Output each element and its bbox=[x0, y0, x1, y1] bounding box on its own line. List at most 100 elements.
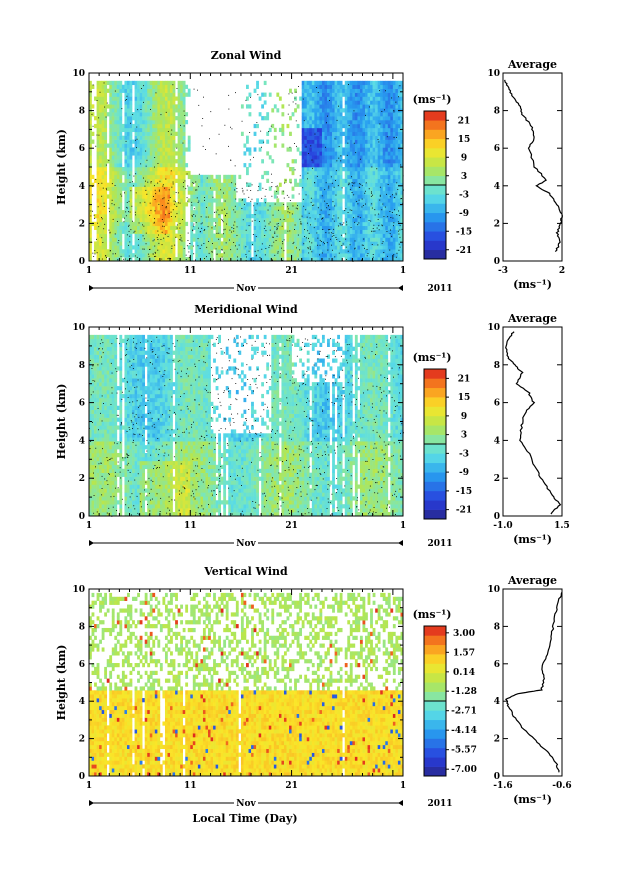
heatmap-cell bbox=[164, 217, 168, 223]
heatmap-cell bbox=[99, 167, 102, 172]
heatmap-cell bbox=[334, 80, 338, 86]
heatmap-cell bbox=[334, 127, 338, 133]
heatmap-cell bbox=[289, 249, 292, 254]
heatmap-cell bbox=[159, 194, 163, 199]
heatmap-cell bbox=[329, 237, 333, 242]
heatmap-cell bbox=[321, 182, 325, 187]
heatmap-cell bbox=[104, 143, 108, 148]
heatmap-cell bbox=[382, 210, 386, 215]
flag-dot bbox=[272, 214, 274, 216]
heatmap-cell bbox=[132, 245, 135, 250]
heatmap-cell bbox=[395, 257, 399, 262]
flag-dot bbox=[150, 209, 152, 211]
heatmap-cell bbox=[177, 182, 181, 187]
heatmap-cell bbox=[281, 190, 285, 195]
heatmap-cell bbox=[240, 210, 244, 215]
heatmap-cell bbox=[357, 155, 361, 160]
heatmap-cell bbox=[223, 194, 227, 199]
heatmap-cell bbox=[365, 237, 368, 242]
flag-dot bbox=[218, 214, 220, 216]
flag-dot bbox=[197, 89, 198, 91]
heatmap-cell bbox=[281, 217, 285, 223]
heatmap-cell bbox=[91, 84, 95, 89]
heatmap-cell bbox=[301, 182, 305, 187]
heatmap-cell bbox=[334, 194, 338, 199]
heatmap-cell bbox=[170, 241, 173, 246]
heatmap-cell bbox=[372, 143, 376, 148]
heatmap-cell bbox=[99, 120, 102, 125]
heatmap-cell bbox=[99, 155, 102, 160]
heatmap-cell bbox=[329, 131, 333, 136]
heatmap-cell bbox=[180, 123, 183, 129]
heatmap-cell bbox=[126, 253, 130, 258]
heatmap-cell bbox=[352, 167, 356, 172]
heatmap-cell bbox=[253, 229, 257, 234]
heatmap-cell bbox=[167, 167, 171, 172]
flag-dot bbox=[370, 220, 372, 222]
heatmap-cell bbox=[311, 80, 315, 86]
heatmap-cell bbox=[390, 147, 394, 152]
flag-dot bbox=[332, 233, 334, 234]
heatmap-cell bbox=[370, 120, 373, 125]
heatmap-cell bbox=[159, 100, 163, 105]
heatmap-cell bbox=[101, 159, 105, 164]
heatmap-cell bbox=[395, 112, 399, 117]
heatmap-cell bbox=[289, 253, 292, 258]
heatmap-cell bbox=[314, 241, 318, 246]
heatmap-cell bbox=[215, 206, 219, 211]
heatmap-cell bbox=[395, 80, 399, 86]
heatmap-cell bbox=[380, 96, 384, 101]
flag-dot bbox=[366, 249, 368, 250]
heatmap-cell bbox=[359, 214, 363, 219]
heatmap-cell bbox=[124, 233, 128, 238]
heatmap-cell bbox=[352, 206, 356, 211]
heatmap-cell bbox=[359, 170, 363, 176]
heatmap-cell bbox=[134, 96, 138, 101]
heatmap-cell bbox=[154, 84, 158, 89]
heatmap-cell bbox=[339, 217, 343, 223]
heatmap-cell bbox=[172, 229, 176, 234]
flag-dot bbox=[325, 146, 326, 148]
heatmap-cell bbox=[327, 112, 330, 117]
heatmap-cell bbox=[347, 116, 351, 121]
heatmap-cell bbox=[329, 245, 333, 250]
heatmap-cell bbox=[119, 229, 123, 234]
flag-dot bbox=[319, 244, 321, 246]
heatmap-cell bbox=[309, 116, 313, 121]
heatmap-cell bbox=[144, 100, 148, 105]
heatmap-cell bbox=[126, 194, 130, 199]
heatmap-cell bbox=[180, 206, 183, 211]
heatmap-cell bbox=[223, 174, 227, 180]
heatmap-cell bbox=[180, 92, 183, 97]
heatmap-cell bbox=[296, 249, 300, 254]
flag-dot bbox=[198, 200, 200, 202]
heatmap-cell bbox=[230, 221, 234, 227]
heatmap-cell bbox=[96, 92, 100, 97]
heatmap-cell bbox=[370, 229, 373, 234]
heatmap-cell bbox=[309, 151, 313, 156]
heatmap-cell bbox=[332, 202, 335, 207]
flag-dot bbox=[275, 240, 277, 241]
flag-dot bbox=[161, 244, 163, 246]
heatmap-cell bbox=[116, 190, 120, 195]
heatmap-cell bbox=[164, 88, 168, 93]
heatmap-cell bbox=[349, 155, 353, 160]
heatmap-cell bbox=[124, 80, 128, 86]
heatmap-cell bbox=[291, 194, 295, 199]
heatmap-cell bbox=[177, 225, 181, 230]
heatmap-cell bbox=[162, 174, 166, 180]
heatmap-cell bbox=[304, 229, 308, 234]
heatmap-cell bbox=[159, 210, 163, 215]
heatmap-cell bbox=[109, 92, 113, 97]
flag-dot bbox=[98, 117, 100, 119]
heatmap-cell bbox=[124, 123, 128, 129]
heatmap-cell bbox=[342, 108, 346, 113]
heatmap-cell bbox=[309, 225, 313, 230]
heatmap-cell bbox=[276, 214, 280, 219]
flag-dot bbox=[145, 243, 147, 245]
heatmap-cell bbox=[354, 221, 358, 227]
heatmap-cell bbox=[200, 249, 204, 254]
heatmap-cell bbox=[362, 104, 366, 109]
flag-dot bbox=[342, 224, 344, 226]
flag-dot bbox=[154, 251, 156, 253]
